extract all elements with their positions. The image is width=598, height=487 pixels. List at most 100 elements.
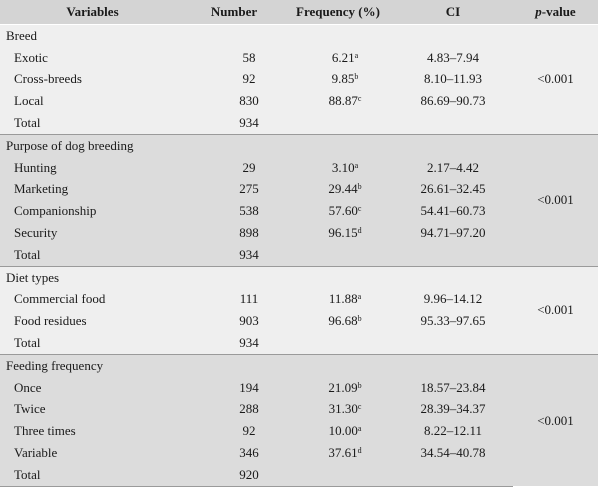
- row-number: 346: [185, 442, 283, 464]
- frequency-superscript: c: [357, 402, 362, 412]
- header-row: Variables Number Frequency (%) CI p-valu…: [0, 0, 598, 25]
- frequency-value: 37.61: [328, 445, 358, 461]
- header-pvalue-rest: -value: [541, 4, 576, 19]
- row-label: Food residues: [0, 310, 185, 333]
- row-number: 903: [185, 310, 283, 333]
- frequency-value: 6.21: [331, 49, 355, 65]
- empty-cell: [185, 23, 283, 47]
- total-label: Total: [0, 332, 185, 355]
- table-row: Local 830 88.87c 86.69–90.73: [0, 90, 598, 113]
- table-row: Twice 288 31.30c 28.39–34.37: [0, 398, 598, 421]
- total-number: 934: [185, 112, 283, 135]
- row-ci: 26.61–32.45: [393, 178, 513, 201]
- row-ci: 9.96–14.12: [393, 288, 513, 311]
- total-row: Total 920: [0, 463, 598, 487]
- row-frequency: 6.21a: [283, 46, 393, 69]
- frequency-superscript: a: [354, 160, 359, 170]
- empty-cell: [393, 23, 513, 47]
- row-ci: 54.41–60.73: [393, 200, 513, 223]
- header-pvalue: p-value: [513, 0, 598, 25]
- row-number: 898: [185, 222, 283, 244]
- row-number: 538: [185, 200, 283, 223]
- header-number: Number: [185, 0, 283, 25]
- empty-cell: [393, 243, 513, 267]
- total-number: 934: [185, 243, 283, 267]
- row-frequency: 31.30c: [283, 398, 393, 421]
- frequency-superscript: b: [357, 380, 362, 390]
- table-row: Food residues 903 96.68b 95.33–97.65: [0, 310, 598, 333]
- table-row: Companionship 538 57.60c 54.41–60.73: [0, 200, 598, 223]
- group-pvalue: <0.001: [513, 353, 598, 487]
- row-frequency: 37.61d: [283, 442, 393, 464]
- group-pvalue: <0.001: [513, 265, 598, 355]
- table-group: Feeding frequency <0.001 Once 194 21.09b 18.5…: [0, 353, 598, 487]
- row-label: Local: [0, 90, 185, 113]
- frequency-value: 29.44: [328, 181, 358, 197]
- row-label: Once: [0, 376, 185, 399]
- frequency-superscript: d: [357, 226, 362, 236]
- table-row: Marketing 275 29.44b 26.61–32.45: [0, 178, 598, 201]
- row-number: 275: [185, 178, 283, 201]
- frequency-value: 10.00: [328, 423, 358, 439]
- table-row: Hunting 29 3.10a 2.17–4.42: [0, 156, 598, 179]
- table-row: Three times 92 10.00a 8.22–12.11: [0, 420, 598, 443]
- table-group: Breed <0.001 Exotic 58 6.21a 4.83–7.94 Cross-b…: [0, 23, 598, 135]
- row-ci: 95.33–97.65: [393, 310, 513, 333]
- group-title-row: Purpose of dog breeding <0.001: [0, 133, 598, 267]
- row-frequency: 21.09b: [283, 376, 393, 399]
- empty-cell: [283, 265, 393, 289]
- group-title: Diet types: [0, 265, 185, 289]
- frequency-value: 57.60: [328, 203, 358, 219]
- row-frequency: 96.68b: [283, 310, 393, 333]
- frequency-superscript: c: [357, 204, 362, 214]
- frequency-value: 88.87: [328, 93, 358, 109]
- group-title: Purpose of dog breeding: [0, 133, 185, 157]
- group-title-row: Breed <0.001: [0, 23, 598, 135]
- empty-cell: [393, 332, 513, 355]
- row-number: 194: [185, 376, 283, 399]
- frequency-superscript: a: [357, 292, 362, 302]
- frequency-value: 31.30: [328, 401, 358, 417]
- row-ci: 18.57–23.84: [393, 376, 513, 399]
- table-row: Commercial food 111 11.88a 9.96–14.12: [0, 288, 598, 311]
- row-label: Companionship: [0, 200, 185, 223]
- empty-cell: [185, 265, 283, 289]
- frequency-value: 96.15: [328, 225, 358, 241]
- row-frequency: 96.15d: [283, 222, 393, 244]
- group-title-row: Feeding frequency <0.001: [0, 353, 598, 487]
- row-number: 92: [185, 68, 283, 91]
- row-ci: 94.71–97.20: [393, 222, 513, 244]
- empty-cell: [283, 353, 393, 377]
- frequency-value: 3.10: [331, 159, 355, 175]
- frequency-superscript: a: [354, 50, 359, 60]
- row-ci: 86.69–90.73: [393, 90, 513, 113]
- row-frequency: 88.87c: [283, 90, 393, 113]
- row-frequency: 29.44b: [283, 178, 393, 201]
- row-ci: 8.22–12.11: [393, 420, 513, 443]
- row-ci: 34.54–40.78: [393, 442, 513, 464]
- table-group: Purpose of dog breeding <0.001 Hunting 29 3.…: [0, 133, 598, 267]
- row-label: Marketing: [0, 178, 185, 201]
- table-row: Exotic 58 6.21a 4.83–7.94: [0, 46, 598, 69]
- frequency-value: 96.68: [328, 313, 358, 329]
- frequency-superscript: b: [354, 72, 359, 82]
- empty-cell: [283, 332, 393, 355]
- header-ci: CI: [393, 0, 513, 25]
- table-row: Variable 346 37.61d 34.54–40.78: [0, 442, 598, 464]
- row-label: Cross-breeds: [0, 68, 185, 91]
- empty-cell: [393, 353, 513, 377]
- group-title: Breed: [0, 23, 185, 47]
- row-frequency: 57.60c: [283, 200, 393, 223]
- row-number: 58: [185, 46, 283, 69]
- total-number: 920: [185, 463, 283, 487]
- row-frequency: 9.85b: [283, 68, 393, 91]
- row-number: 92: [185, 420, 283, 443]
- empty-cell: [393, 112, 513, 135]
- empty-cell: [283, 112, 393, 135]
- total-row: Total 934: [0, 332, 598, 355]
- header-variables: Variables: [0, 0, 185, 25]
- total-label: Total: [0, 112, 185, 135]
- frequency-superscript: b: [357, 182, 362, 192]
- empty-cell: [283, 133, 393, 157]
- empty-cell: [283, 23, 393, 47]
